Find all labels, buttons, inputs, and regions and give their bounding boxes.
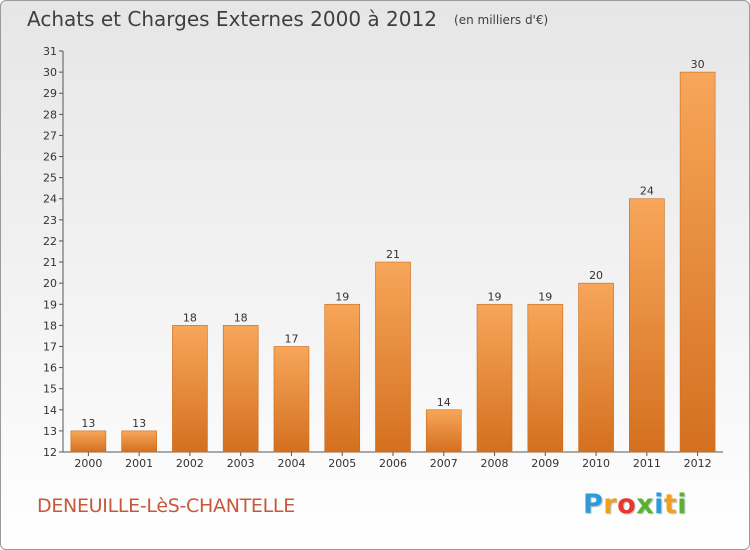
x-tick-label: 2000 xyxy=(74,457,102,470)
x-axis: 2000 2001 2002 2003 2004 2005 2006 2007 2008 2009… xyxy=(63,451,723,470)
chart-title: Achats et Charges Externes 2000 à 2012 (… xyxy=(27,7,548,31)
bar-2010 xyxy=(578,282,614,453)
y-tick-label: 27 xyxy=(43,129,57,142)
logo-letter: o xyxy=(617,489,637,520)
x-tick-label: 2004 xyxy=(277,457,305,470)
bar-2011 xyxy=(629,198,665,453)
bar-value-label: 19 xyxy=(335,290,349,303)
y-tick-label: 20 xyxy=(43,277,57,290)
x-tick-label: 2003 xyxy=(227,457,255,470)
logo-letter: t xyxy=(663,489,678,520)
bar-2002 xyxy=(172,325,208,453)
x-tick-label: 2001 xyxy=(125,457,153,470)
y-tick-label: 13 xyxy=(43,425,57,438)
bar-value-label: 20 xyxy=(589,269,603,282)
y-tick-label: 17 xyxy=(43,340,57,353)
bar-2001 xyxy=(121,430,157,453)
bar-2006 xyxy=(375,261,411,453)
y-tick-label: 12 xyxy=(43,446,57,459)
y-tick-label: 31 xyxy=(43,45,57,58)
proxiti-logo: Proxiti xyxy=(583,489,687,520)
bar-value-label: 19 xyxy=(488,290,502,303)
x-tick-label: 2005 xyxy=(328,457,356,470)
y-tick-label: 15 xyxy=(43,383,57,396)
bar-value-label: 18 xyxy=(183,311,197,324)
y-tick-label: 18 xyxy=(43,319,57,332)
y-tick-label: 25 xyxy=(43,172,57,185)
bar-value-label: 30 xyxy=(691,58,705,71)
data-labels: 13 13 18 18 17 19 21 14 19 19 20 24 30 xyxy=(81,58,704,430)
y-tick-label: 19 xyxy=(43,298,57,311)
bar-value-label: 19 xyxy=(538,290,552,303)
y-tick-label: 21 xyxy=(43,256,57,269)
y-tick-label: 22 xyxy=(43,235,57,248)
y-tick-label: 23 xyxy=(43,214,57,227)
x-tick-label: 2010 xyxy=(582,457,610,470)
bar-value-label: 21 xyxy=(386,248,400,261)
logo-letter: i xyxy=(677,489,688,520)
y-tick-label: 24 xyxy=(43,193,57,206)
x-tick-label: 2011 xyxy=(633,457,661,470)
y-tick-label: 26 xyxy=(43,151,57,164)
bar-value-label: 18 xyxy=(234,311,248,324)
logo-letter: x xyxy=(636,489,655,520)
y-tick-label: 16 xyxy=(43,362,57,375)
logo-letter: P xyxy=(583,489,604,520)
x-tick-label: 2007 xyxy=(430,457,458,470)
bar-2009 xyxy=(527,303,564,453)
logo-letter: i xyxy=(654,489,664,520)
y-tick-label: 29 xyxy=(43,87,57,100)
chart-title-text: Achats et Charges Externes 2000 à 2012 xyxy=(27,7,437,31)
x-tick-label: 2012 xyxy=(684,457,712,470)
bar-2004 xyxy=(273,346,310,453)
bar-value-label: 14 xyxy=(437,396,451,409)
bars xyxy=(70,71,716,453)
y-axis: 12 13 14 15 16 17 18 19 20 21 22 23 24 25 26 27 28 29 30 31 xyxy=(43,45,64,459)
bar-2003 xyxy=(222,325,259,453)
logo-letter: r xyxy=(603,489,618,520)
bar-2008 xyxy=(476,303,513,453)
x-tick-label: 2002 xyxy=(176,457,204,470)
y-tick-label: 30 xyxy=(43,66,57,79)
bar-value-label: 13 xyxy=(132,417,146,430)
bar-2007 xyxy=(425,409,462,453)
x-tick-label: 2006 xyxy=(379,457,407,470)
commune-name: DENEUILLE-LèS-CHANTELLE xyxy=(37,495,295,517)
bar-2000 xyxy=(70,430,107,453)
bar-value-label: 24 xyxy=(640,185,654,198)
y-tick-label: 14 xyxy=(43,404,57,417)
y-tick-label: 28 xyxy=(43,108,57,121)
x-tick-label: 2008 xyxy=(481,457,509,470)
bar-value-label: 17 xyxy=(284,332,298,345)
x-tick-label: 2009 xyxy=(531,457,559,470)
chart-unit-text: (en milliers d'€) xyxy=(454,13,549,27)
bar-value-label: 13 xyxy=(81,417,95,430)
bar-2012 xyxy=(679,71,716,453)
bar-2005 xyxy=(324,303,361,453)
